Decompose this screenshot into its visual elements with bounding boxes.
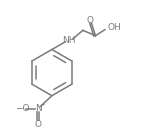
Text: −O: −O <box>15 104 29 113</box>
Text: N: N <box>35 104 41 113</box>
Text: O: O <box>34 120 41 129</box>
Text: OH: OH <box>108 23 122 32</box>
Text: NH: NH <box>62 36 76 45</box>
Text: O: O <box>87 16 94 25</box>
Text: +: + <box>41 102 45 107</box>
